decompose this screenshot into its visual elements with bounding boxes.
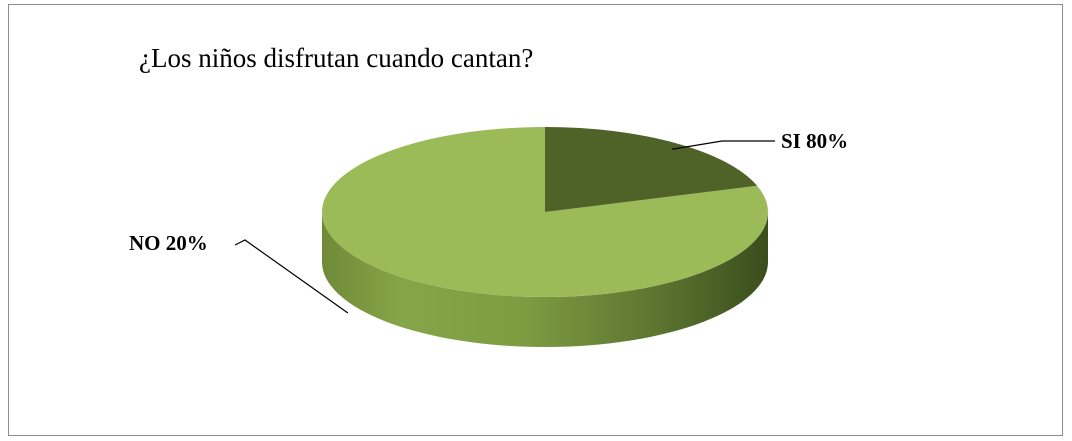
data-label-si: SI 80% bbox=[781, 129, 848, 153]
chart-title: ¿Los niños disfrutan cuando cantan? bbox=[139, 43, 534, 73]
pie-slice-no bbox=[322, 127, 769, 297]
pie-slice-si bbox=[545, 127, 758, 212]
data-label-no: NO 20% bbox=[129, 231, 208, 255]
pie-side-no bbox=[322, 212, 768, 347]
leader-line-no bbox=[234, 239, 349, 314]
leader-line-si bbox=[671, 140, 775, 150]
